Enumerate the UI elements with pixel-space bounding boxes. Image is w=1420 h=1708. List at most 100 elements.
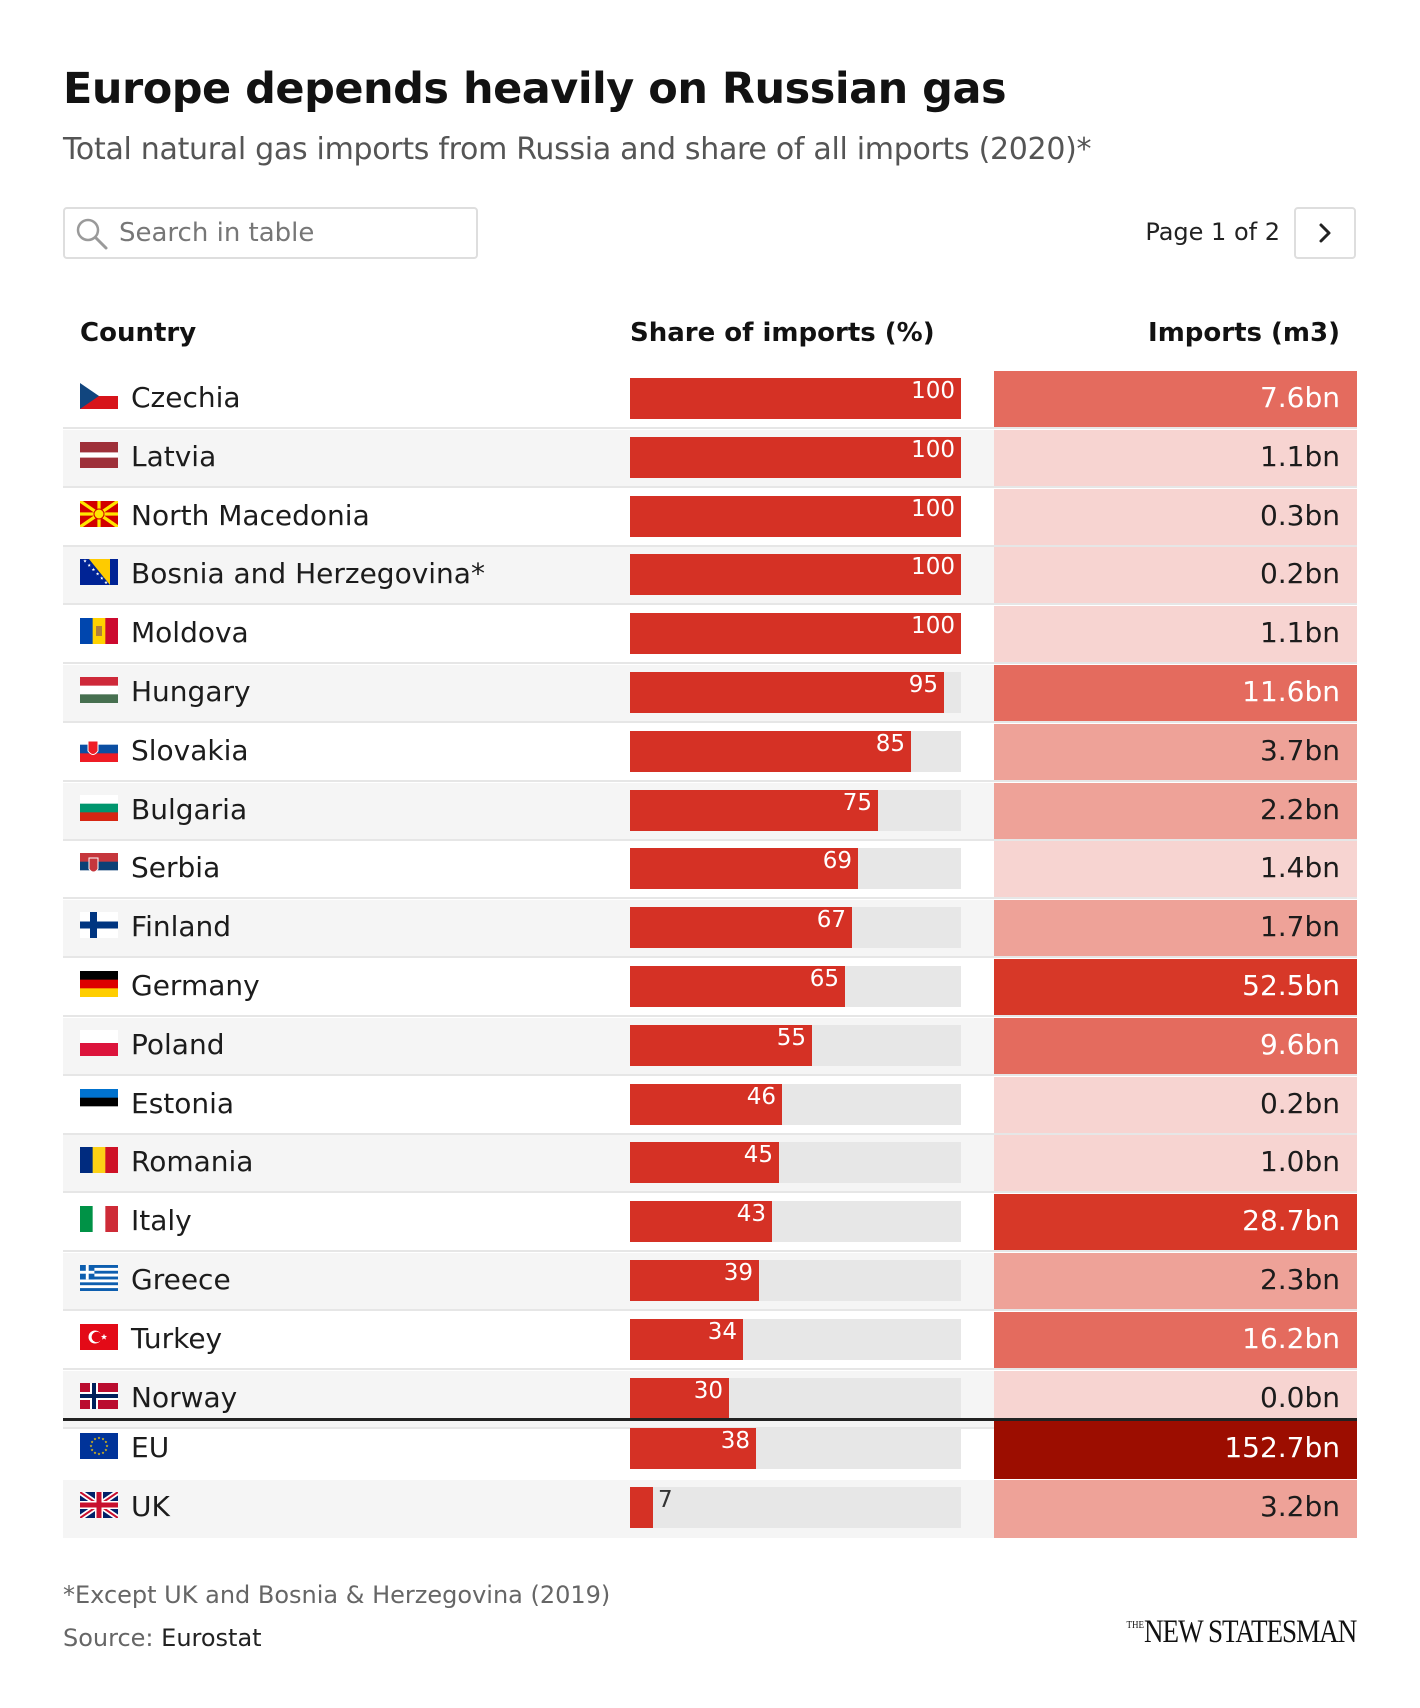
imports-value: 52.5bn [1242,969,1340,1002]
share-bar-track [630,437,961,478]
imports-value: 16.2bn [1242,1322,1340,1355]
estonia-flag [80,1089,118,1115]
country-name: Germany [131,969,260,1002]
czechia-flag [80,383,118,409]
country-name: Moldova [131,616,249,649]
share-bar [630,1428,756,1469]
imports-cell: 3.2bn [994,1480,1357,1538]
table-row-uk: UK 7 3.2bn [63,1480,1357,1538]
table-row-turkey: Turkey 34 16.2bn [63,1312,1357,1370]
row-divider [63,1250,1357,1252]
share-bar [630,437,961,478]
row-divider [63,780,1357,782]
share-bar-track [630,848,961,889]
italy-flag [80,1206,118,1232]
footnote: *Except UK and Bosnia & Herzegovina (201… [63,1581,611,1609]
share-bar-track [630,672,961,713]
share-value-label: 55 [776,1025,806,1051]
uk-flag [80,1492,118,1518]
search-input[interactable] [119,213,469,253]
row-divider [63,1368,1357,1370]
imports-value: 7.6bn [1259,381,1340,414]
table-row-latvia: Latvia 100 1.1bn [63,430,1357,488]
country-name: Slovakia [131,734,249,767]
share-value-label: 45 [743,1142,773,1168]
table-row-north-macedonia: North Macedonia 100 0.3bn [63,489,1357,547]
table-row-bosnia-and-herzegovina: Bosnia and Herzegovina* 100 0.2bn [63,547,1357,605]
page-indicator: Page 1 of 2 [1145,218,1280,246]
row-divider [63,427,1357,429]
imports-value: 0.0bn [1259,1381,1340,1414]
share-bar-track [630,966,961,1007]
share-value-label: 95 [908,672,938,698]
country-name: Finland [131,910,232,943]
share-bar-track [630,378,961,419]
imports-value: 9.6bn [1259,1028,1340,1061]
row-divider [63,662,1357,664]
share-value-label: 43 [736,1201,766,1227]
imports-cell: 28.7bn [994,1194,1357,1252]
logo-name: NEW STATESMAN [1143,1614,1357,1650]
country-name: Hungary [131,675,251,708]
imports-cell: 11.6bn [994,665,1357,723]
table-row-greece: Greece 39 2.3bn [63,1253,1357,1311]
country-name: North Macedonia [131,499,370,532]
imports-value: 3.2bn [1259,1490,1340,1523]
imports-cell: 1.1bn [994,430,1357,488]
imports-value: 1.4bn [1259,851,1340,884]
romania-flag [80,1147,118,1173]
share-bar [630,1319,743,1360]
row-divider [63,721,1357,723]
share-bar [630,613,961,654]
share-bar-track [630,907,961,948]
share-bar-track [630,1084,961,1125]
share-bar-track [630,554,961,595]
source-name: Eurostat [161,1624,262,1652]
share-bar [630,907,852,948]
imports-cell: 0.2bn [994,1077,1357,1135]
share-bar-track [630,496,961,537]
share-value-label: 100 [911,554,955,580]
row-divider [63,956,1357,958]
share-bar-track [630,1428,961,1469]
imports-cell: 1.7bn [994,900,1357,958]
share-value-label: 39 [723,1260,753,1286]
greece-flag [80,1265,118,1291]
share-bar [630,1487,653,1528]
table-row-serbia: Serbia 69 1.4bn [63,841,1357,899]
column-header-country[interactable]: Country [80,318,197,348]
share-bar-track [630,1319,961,1360]
table-row-poland: Poland 55 9.6bn [63,1018,1357,1076]
table-row-hungary: Hungary 95 11.6bn [63,665,1357,723]
share-bar [630,1378,729,1419]
next-page-button[interactable] [1294,207,1356,259]
search-box[interactable] [63,207,478,259]
table-row-eu: EU 38 152.7bn [63,1421,1357,1479]
latvia-flag [80,442,118,468]
germany-flag [80,971,118,997]
row-divider [63,1309,1357,1311]
table-row-czechia: Czechia 100 7.6bn [63,371,1357,429]
norway-flag [80,1383,118,1409]
country-name: UK [131,1490,170,1523]
imports-cell: 16.2bn [994,1312,1357,1370]
share-value-label: 34 [707,1319,737,1345]
search-icon [76,218,108,250]
table-row-finland: Finland 67 1.7bn [63,900,1357,958]
country-name: Italy [131,1204,192,1237]
row-divider [63,1191,1357,1193]
imports-value: 0.2bn [1259,1087,1340,1120]
imports-cell: 1.4bn [994,841,1357,899]
column-header-share[interactable]: Share of imports (%) [630,318,935,348]
share-value-label: 85 [875,731,905,757]
share-bar [630,672,944,713]
imports-value: 2.3bn [1259,1263,1340,1296]
column-header-imports[interactable]: Imports (m3) [1148,318,1340,348]
row-divider [63,545,1357,547]
share-value-label: 100 [911,378,955,404]
turkey-flag [80,1324,118,1350]
share-value-label: 100 [911,613,955,639]
imports-value: 11.6bn [1242,675,1340,708]
country-name: Latvia [131,440,217,473]
imports-cell: 0.2bn [994,547,1357,605]
